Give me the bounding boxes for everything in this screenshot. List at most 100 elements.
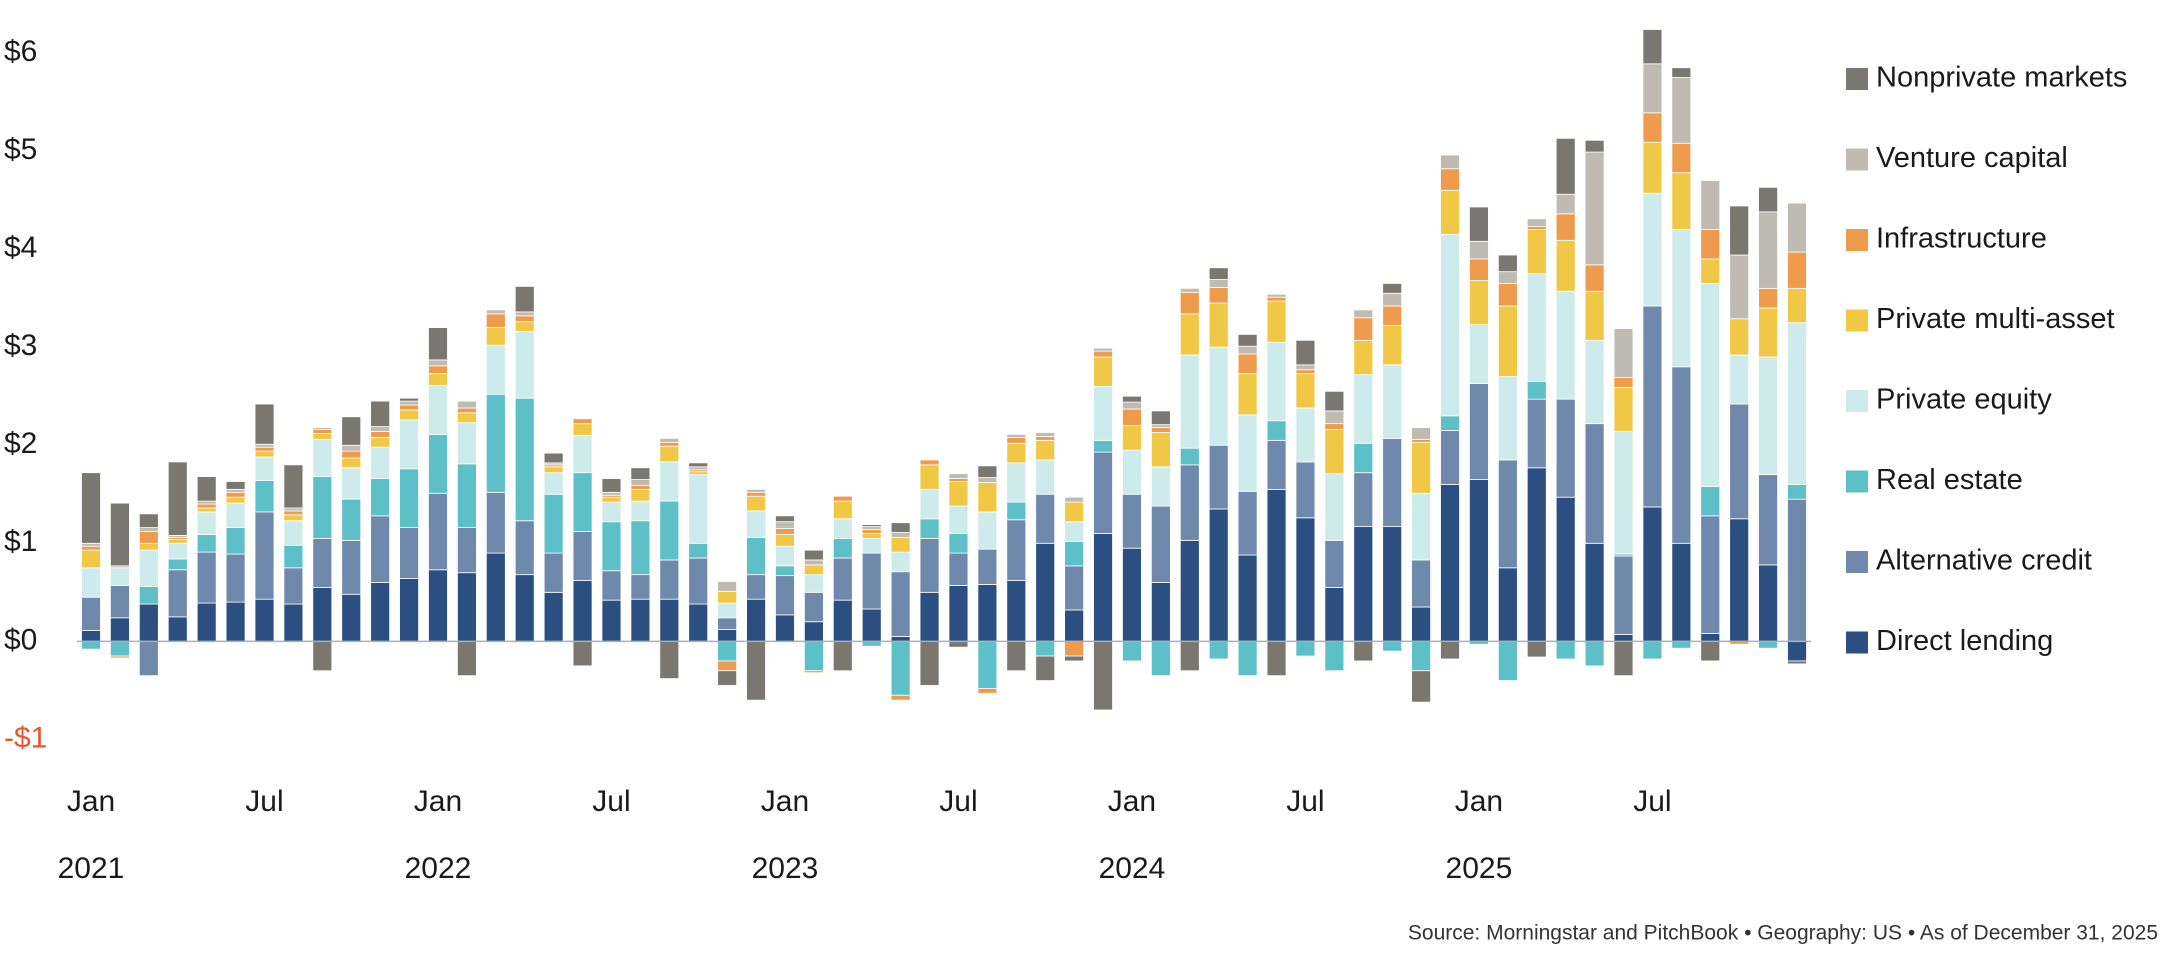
bar-segment — [1382, 292, 1403, 307]
bar-segment — [81, 542, 101, 547]
bar-segment — [167, 569, 188, 618]
bar-segment — [775, 545, 795, 567]
bar-segment — [1208, 444, 1229, 510]
bar-segment — [312, 640, 333, 672]
legend-label: Direct lending — [1876, 625, 2053, 657]
bar-segment — [485, 552, 506, 642]
bar-segment — [977, 511, 998, 550]
bar-segment — [283, 567, 304, 605]
bar-segment — [1671, 640, 1692, 649]
bar-segment — [803, 549, 824, 561]
bar-segment — [254, 511, 275, 600]
bar-segment — [1295, 369, 1316, 375]
bar-segment — [399, 527, 419, 579]
bar-segment — [775, 528, 795, 535]
bar-segment — [1006, 519, 1027, 581]
bar-segment — [456, 407, 477, 414]
bar-segment — [1382, 305, 1403, 327]
bar-segment — [890, 694, 911, 701]
bar-segment — [283, 507, 304, 512]
bar-segment — [832, 518, 853, 539]
bar-segment — [1179, 287, 1200, 293]
bar-segment — [746, 488, 766, 493]
bar-segment — [803, 564, 824, 576]
bar-segment — [1526, 273, 1547, 382]
bar-segment — [428, 492, 448, 571]
bar-segment — [1526, 226, 1547, 230]
bar-segment — [1035, 459, 1056, 495]
bar-segment — [1440, 430, 1460, 485]
bar-segment — [1064, 521, 1085, 542]
bar-segment — [341, 450, 362, 459]
bar-segment — [803, 559, 824, 566]
bar-segment — [514, 321, 535, 332]
bar-segment — [138, 640, 159, 677]
bar-segment — [138, 586, 159, 605]
bar-segment — [803, 574, 824, 593]
bar-segment — [1497, 459, 1518, 569]
bar-segment — [1469, 258, 1489, 281]
bar-segment — [456, 422, 477, 465]
bar-segment — [514, 311, 535, 317]
bar-segment — [1411, 438, 1432, 443]
bar-segment — [428, 569, 448, 642]
bar-segment — [110, 617, 130, 642]
bar-segment — [514, 520, 535, 576]
bar-segment — [1526, 398, 1547, 469]
bar-segment — [1555, 290, 1576, 400]
bar-segment — [341, 467, 362, 500]
bar-segment — [717, 581, 738, 592]
bar-segment — [1440, 189, 1460, 235]
bar-segment — [630, 500, 651, 522]
bar-segment — [1266, 300, 1287, 343]
bar-segment — [1613, 555, 1634, 635]
bar-segment — [1497, 305, 1518, 377]
bar-segment — [832, 599, 853, 642]
bar-segment — [630, 520, 651, 576]
bar-segment — [399, 404, 419, 411]
bar-segment — [543, 472, 564, 495]
bar-segment — [1353, 526, 1374, 642]
bar-segment — [1237, 373, 1258, 416]
bar-segment — [1122, 395, 1142, 403]
bar-segment — [1758, 186, 1778, 213]
bar-segment — [1671, 542, 1692, 642]
bar-segment — [110, 585, 130, 619]
bar-segment — [167, 542, 188, 560]
bar-segment — [688, 462, 709, 468]
bar-segment — [485, 309, 506, 315]
bar-segment — [1411, 606, 1432, 642]
bar-segment — [948, 552, 969, 586]
bar-segment — [1555, 213, 1576, 241]
bar-segment — [1324, 640, 1345, 672]
bar-segment — [1150, 505, 1171, 583]
bar-segment — [688, 474, 709, 544]
legend-label: Infrastructure — [1876, 223, 2047, 255]
x-tick-label: Jul — [1633, 785, 1671, 818]
bar-segment — [1179, 539, 1200, 642]
bar-segment — [1122, 425, 1142, 451]
bar-segment — [861, 608, 882, 642]
bar-segment — [1469, 479, 1489, 642]
bar-segment — [196, 500, 217, 505]
bar-segment — [456, 640, 477, 677]
bar-segment — [1093, 533, 1113, 642]
bar-segment — [81, 567, 101, 598]
bar-segment — [1555, 137, 1576, 195]
bar-segment — [1035, 640, 1056, 657]
bar-segment — [775, 515, 795, 523]
bar-segment — [1093, 356, 1113, 387]
bar-segment — [312, 587, 333, 642]
bar-segment — [717, 617, 738, 630]
bar-segment — [1266, 296, 1287, 302]
bar-segment — [1758, 211, 1778, 289]
bar-segment — [81, 630, 101, 642]
bar-segment — [514, 574, 535, 642]
bar-segment — [196, 551, 217, 604]
bar-segment — [688, 557, 709, 605]
bar-segment — [601, 501, 622, 523]
bar-segment — [312, 427, 333, 430]
bar-segment — [1122, 493, 1142, 549]
bar-segment — [717, 629, 738, 642]
bar-segment — [81, 596, 101, 631]
